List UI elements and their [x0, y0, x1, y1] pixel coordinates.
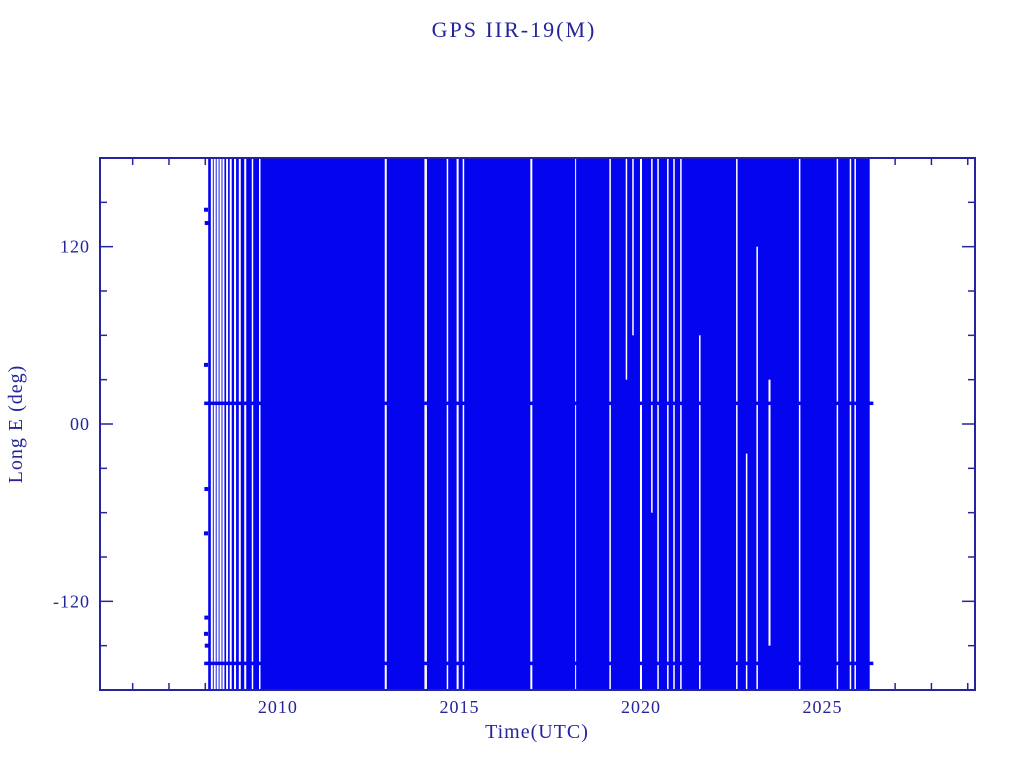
- gap-line: [756, 246, 758, 690]
- dense-band: [204, 401, 874, 406]
- data-region: [208, 158, 870, 690]
- gap-line: [259, 158, 261, 690]
- plot-area: 2010 2015 2020 2025 -120 00 120: [53, 157, 976, 717]
- gap-line: [210, 158, 213, 690]
- plot-frame: [99, 157, 976, 691]
- gap-line: [456, 158, 459, 690]
- gap-line: [213, 158, 216, 690]
- gap-line: [219, 158, 222, 690]
- chart-title: GPS IIR-19(M): [432, 17, 597, 42]
- data-fill: [208, 158, 870, 690]
- gap-line: [651, 158, 653, 513]
- y-tick-label: 00: [70, 414, 90, 434]
- y-tick-labels: -120 00 120: [53, 237, 90, 612]
- gap-line: [667, 158, 669, 690]
- gap-line: [680, 158, 682, 690]
- gap-line: [462, 158, 465, 690]
- data-point: [204, 643, 209, 648]
- gap-line: [625, 158, 628, 380]
- data-gaps: [210, 158, 856, 690]
- x-tick-label: 2010: [258, 697, 298, 717]
- data-point: [204, 487, 209, 492]
- gap-line: [657, 158, 659, 690]
- dense-band: [204, 661, 874, 666]
- data-point: [204, 362, 209, 367]
- gap-line: [424, 158, 427, 690]
- gap-line: [849, 158, 852, 690]
- gap-line: [238, 158, 241, 690]
- gap-line: [530, 158, 533, 690]
- y-tick-label: 120: [60, 237, 90, 257]
- gap-line: [575, 158, 577, 690]
- gap-line: [234, 158, 237, 690]
- gap-line: [446, 158, 449, 690]
- data-point: [204, 531, 209, 536]
- gap-line: [229, 158, 232, 690]
- gap-line: [736, 158, 738, 690]
- y-axis-label: Long E (deg): [5, 365, 27, 484]
- data-point: [204, 631, 209, 636]
- gap-line: [244, 158, 247, 690]
- x-tick-label: 2020: [621, 697, 661, 717]
- gap-line: [854, 158, 856, 690]
- gap-line: [609, 158, 611, 690]
- data-point: [204, 615, 209, 620]
- gap-line: [222, 158, 225, 690]
- gap-line: [384, 158, 387, 690]
- data-point: [204, 221, 209, 226]
- y-tick-label: -120: [53, 591, 90, 611]
- x-tick-labels: 2010 2015 2020 2025: [258, 697, 843, 717]
- gap-line: [632, 158, 634, 336]
- dense-bands: [204, 401, 874, 666]
- x-tick-label: 2015: [439, 697, 479, 717]
- gap-line: [768, 379, 771, 646]
- gap-line: [251, 158, 254, 690]
- x-axis-label: Time(UTC): [485, 721, 589, 743]
- gap-line: [226, 158, 229, 690]
- gap-line: [745, 453, 748, 690]
- gap-line: [798, 158, 801, 690]
- x-tick-label: 2025: [803, 697, 843, 717]
- gap-line: [216, 158, 219, 690]
- gap-line: [699, 335, 701, 690]
- gap-line: [673, 158, 675, 690]
- data-point: [204, 207, 209, 212]
- gap-line: [836, 158, 839, 690]
- gap-line: [639, 158, 642, 690]
- sparse-points: [204, 207, 209, 648]
